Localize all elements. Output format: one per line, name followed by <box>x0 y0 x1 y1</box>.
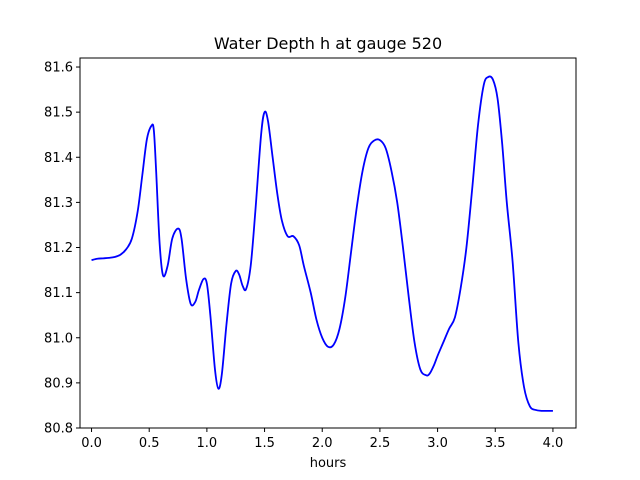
x-axis: 0.0 0.5 1.0 1.5 2.0 2.5 3.0 3.5 4.0 <box>81 428 563 451</box>
x-tick-label: 3.0 <box>427 436 448 451</box>
plot-area <box>91 75 553 412</box>
y-tick-label: 81.1 <box>44 286 73 301</box>
x-tick-label: 0.5 <box>139 436 160 451</box>
x-tick-label: 0.0 <box>81 436 102 451</box>
y-tick-label: 81.6 <box>44 61 73 76</box>
x-tick-label: 3.5 <box>485 436 506 451</box>
x-tick-label: 4.0 <box>543 436 564 451</box>
x-axis-label: hours <box>310 456 347 471</box>
x-tick-label: 1.0 <box>197 436 218 451</box>
series-line-0 <box>91 75 553 412</box>
chart-title: Water Depth h at gauge 520 <box>214 34 442 53</box>
y-tick-label: 81.4 <box>44 151 73 166</box>
y-tick-label: 81.2 <box>44 241 73 256</box>
y-tick-label: 81.0 <box>44 331 73 346</box>
x-tick-label: 2.5 <box>370 436 391 451</box>
y-tick-label: 81.3 <box>44 196 73 211</box>
y-axis: 80.8 80.9 81.0 81.1 81.2 81.3 81.4 81.5 81.6 <box>44 61 80 437</box>
y-tick-label: 80.8 <box>44 422 73 437</box>
x-tick-label: 1.5 <box>254 436 275 451</box>
y-tick-label: 81.5 <box>44 106 73 121</box>
y-tick-label: 80.9 <box>44 376 73 391</box>
axes-frame <box>79 57 577 429</box>
x-tick-label: 2.0 <box>312 436 333 451</box>
